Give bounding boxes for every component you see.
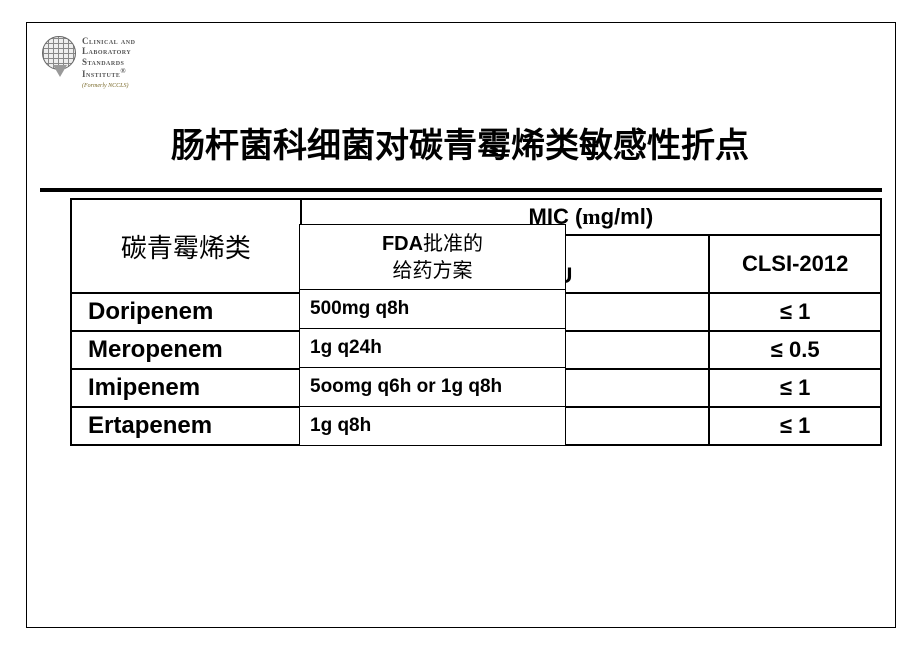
logo-text: Clinical and Laboratory Standards Instit… [82,36,135,90]
overlay-row: 1g q8h [300,407,565,445]
drug-cell: Meropenem [71,331,301,369]
logo-line3: Standards [82,57,124,67]
clsi2012-cell: ≤ 1 [709,369,881,407]
overlay-header: FDA批准的 给药方案 [300,225,565,290]
logo-line1: Clinical and [82,36,135,46]
overlay-h1a: FDA [382,233,423,255]
drug-cell: Ertapenem [71,407,301,445]
logo-line4: Institute [82,69,120,79]
clsi2012-cell: ≤ 0.5 [709,331,881,369]
logo-sub: (Formerly NCCLS) [82,83,129,89]
overlay-h1b: 批准的 [423,233,483,255]
clsi2012-cell: ≤ 1 [709,407,881,445]
row-header: 碳青霉烯类 [71,199,301,293]
top-rule [40,188,882,192]
drug-cell: Imipenem [71,369,301,407]
clsi2012-cell: ≤ 1 [709,293,881,331]
overlay-row: 500mg q8h [300,290,565,329]
overlay-h2: 给药方案 [393,260,473,282]
drug-cell: Doripenem [71,293,301,331]
globe-icon [42,36,76,70]
clsi-logo: Clinical and Laboratory Standards Instit… [42,36,135,90]
logo-reg: ® [120,67,126,75]
logo-line2: Laboratory [82,46,131,56]
mic-suffix: ) [646,204,653,229]
fda-overlay: FDA批准的 给药方案 500mg q8h 1g q24h 5oomg q6h … [299,224,566,446]
col-clsi2012: CLSI-2012 [709,235,881,293]
page-title: 肠杆菌科细菌对碳青霉烯类敏感性折点 [0,118,920,167]
overlay-row: 1g q24h [300,329,565,368]
overlay-row: 5oomg q6h or 1g q8h [300,368,565,407]
